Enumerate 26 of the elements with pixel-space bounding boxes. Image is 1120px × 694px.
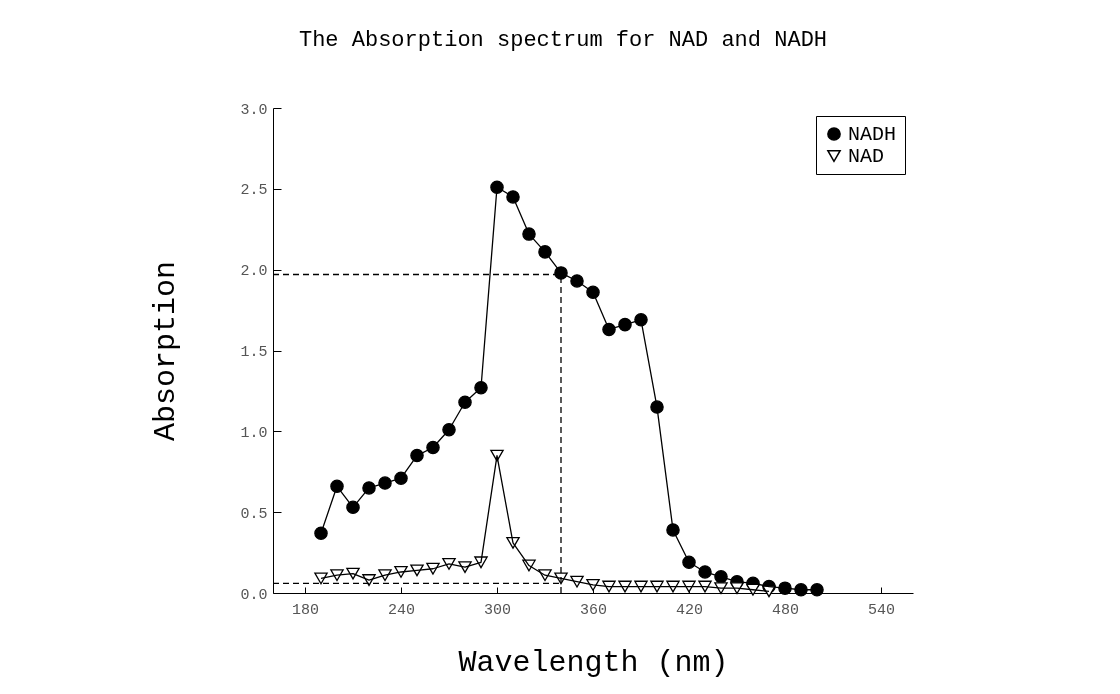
y-tick-label: 2.0 bbox=[240, 263, 268, 281]
y-tick-label: 0.0 bbox=[240, 586, 268, 604]
x-tick-label: 180 bbox=[291, 601, 320, 619]
point bbox=[810, 583, 824, 597]
point bbox=[314, 526, 328, 540]
y-tick-label: 0.5 bbox=[240, 505, 268, 523]
y-tick-label: 2.5 bbox=[240, 182, 268, 200]
point bbox=[778, 581, 792, 595]
point bbox=[682, 580, 696, 593]
y-tick-label: 3.0 bbox=[240, 101, 268, 119]
x-tick-label: 360 bbox=[579, 601, 608, 619]
y-tick-label: 1.5 bbox=[240, 344, 268, 361]
y-axis-title: Absorption bbox=[149, 260, 184, 442]
x-tick-label: 420 bbox=[675, 601, 704, 619]
x-tick-label: 300 bbox=[483, 601, 512, 619]
x-tick-label: 540 bbox=[867, 601, 896, 619]
x-tick-label: 480 bbox=[771, 601, 800, 619]
legend-label: NADH bbox=[848, 123, 897, 146]
point bbox=[314, 572, 328, 585]
y-tick-label: 1.0 bbox=[240, 424, 268, 442]
x-tick-label: 240 bbox=[387, 601, 416, 619]
legend-label: NAD bbox=[848, 145, 885, 168]
chart-title: The Absorption spectrum for NAD and NADH bbox=[298, 28, 828, 53]
point bbox=[666, 523, 680, 537]
point bbox=[730, 582, 744, 595]
x-axis-title: Wavelength (nm) bbox=[458, 645, 729, 680]
